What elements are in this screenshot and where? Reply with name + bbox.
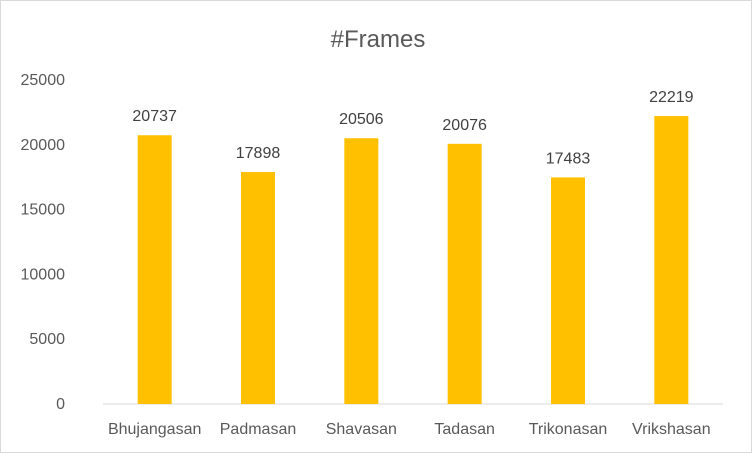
- bar: [447, 143, 482, 404]
- bar: [551, 177, 585, 404]
- y-tick-label: 0: [56, 396, 65, 413]
- x-tick-label: Vrikshasan: [632, 421, 711, 438]
- bar: [241, 172, 275, 404]
- bars-group: [137, 116, 689, 405]
- x-tick-label: Tadasan: [434, 421, 495, 438]
- y-tick-label: 25000: [21, 72, 66, 89]
- value-labels-group: 20737 17898 20506 20076 17483 22219: [132, 89, 693, 167]
- x-tick-label: Trikonasan: [529, 421, 608, 438]
- y-tick-label: 20000: [21, 137, 66, 154]
- y-tick-label: 10000: [21, 266, 66, 283]
- x-tick-label: Shavasan: [326, 421, 397, 438]
- x-tick-label: Padmasan: [220, 421, 297, 438]
- x-axis-labels: Bhujangasan Padmasan Shavasan Tadasan Trikon…: [108, 421, 711, 438]
- bar: [654, 116, 689, 405]
- bar: [344, 138, 379, 404]
- data-label: 17483: [546, 150, 591, 167]
- data-label: 22219: [649, 89, 694, 106]
- y-tick-label: 15000: [21, 202, 66, 219]
- data-label: 20076: [442, 117, 487, 134]
- y-tick-label: 5000: [29, 331, 65, 348]
- data-label: 20737: [132, 108, 177, 125]
- data-label: 20506: [339, 111, 384, 128]
- chart-title: #Frames: [331, 26, 426, 53]
- x-tick-label: Bhujangasan: [108, 421, 201, 438]
- y-axis-ticks: 0 5000 10000 15000 20000 25000: [21, 72, 66, 413]
- data-label: 17898: [236, 145, 281, 162]
- bar: [137, 135, 172, 404]
